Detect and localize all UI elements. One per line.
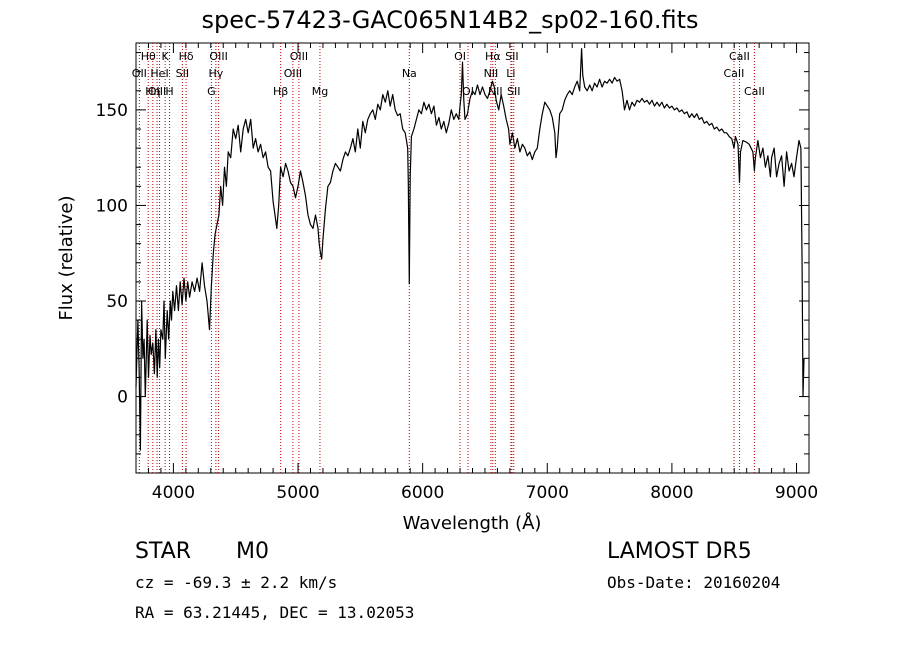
line-label: Li bbox=[506, 67, 515, 80]
redshift-velocity: cz = -69.3 ± 2.2 km/s bbox=[135, 573, 338, 592]
x-tick-label: 8000 bbox=[650, 483, 693, 503]
axis-ticks: 4000 5000 6000 7000 8000 9000 0 50 100 150 bbox=[96, 43, 818, 503]
line-label: K bbox=[162, 50, 170, 63]
observation-date: Obs-Date: 20160204 bbox=[607, 573, 781, 592]
line-label: OIII bbox=[148, 85, 166, 98]
spectrum-line bbox=[135, 48, 805, 451]
line-label: Hγ bbox=[208, 67, 223, 80]
line-label: OIII bbox=[284, 67, 302, 80]
line-label: Hδ bbox=[179, 50, 194, 63]
object-class: STAR bbox=[135, 539, 192, 564]
y-tick-label: 100 bbox=[96, 196, 128, 216]
x-tick-label: 5000 bbox=[276, 483, 319, 503]
y-axis-label: Flux (relative) bbox=[56, 195, 77, 320]
line-label: OIII bbox=[290, 50, 308, 63]
line-label: Mg bbox=[312, 85, 328, 98]
coordinates: RA = 63.21445, DEC = 13.02053 bbox=[135, 603, 415, 622]
line-label: NII bbox=[488, 85, 503, 98]
x-axis-label: Wavelength (Å) bbox=[403, 512, 542, 534]
plot-frame bbox=[135, 42, 810, 474]
x-tick-label: 7000 bbox=[526, 483, 569, 503]
line-label: OI bbox=[462, 85, 474, 98]
y-tick-label: 50 bbox=[106, 292, 128, 312]
object-subclass: M0 bbox=[236, 539, 269, 564]
line-label: OIII bbox=[209, 50, 227, 63]
line-markers bbox=[138, 43, 755, 473]
survey-name: LAMOST DR5 bbox=[607, 539, 752, 564]
line-label: OI bbox=[454, 50, 466, 63]
line-label: HeI bbox=[150, 67, 168, 80]
line-label: CaII bbox=[729, 50, 750, 63]
line-label: NII bbox=[484, 67, 499, 80]
x-tick-label: 4000 bbox=[152, 483, 195, 503]
line-label: OII bbox=[132, 67, 147, 80]
line-label: SII bbox=[505, 50, 518, 63]
x-tick-label: 6000 bbox=[401, 483, 444, 503]
line-label: Hθ bbox=[141, 50, 156, 63]
line-label: G bbox=[207, 85, 216, 98]
line-label: Hα bbox=[485, 50, 501, 63]
line-label: SII bbox=[176, 67, 189, 80]
line-label: CaII bbox=[724, 67, 745, 80]
line-label: Na bbox=[402, 67, 417, 80]
line-label: H bbox=[165, 85, 173, 98]
y-tick-label: 0 bbox=[117, 388, 128, 408]
line-label: Hβ bbox=[273, 85, 288, 98]
spectrum-series bbox=[135, 48, 805, 451]
x-tick-label: 9000 bbox=[775, 483, 818, 503]
line-label: Hη bbox=[145, 85, 160, 98]
y-tick-label: 150 bbox=[96, 101, 128, 121]
line-label: SII bbox=[507, 85, 520, 98]
page-title: spec-57423-GAC065N14B2_sp02-160.fits bbox=[201, 6, 699, 34]
line-label: CaII bbox=[744, 85, 765, 98]
